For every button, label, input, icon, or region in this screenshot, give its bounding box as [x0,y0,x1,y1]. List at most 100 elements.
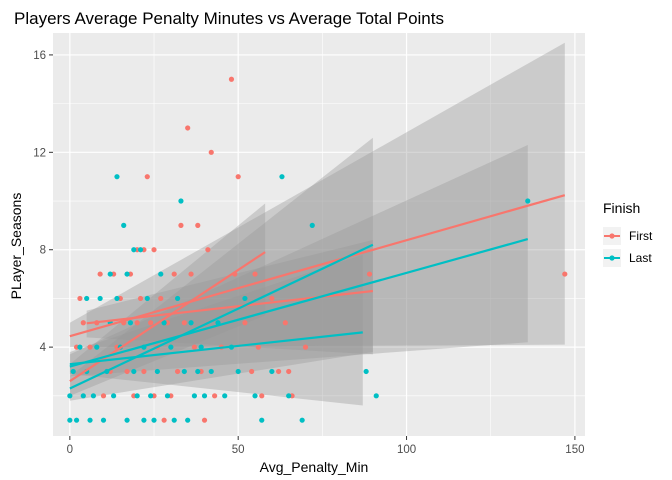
data-point-last [134,393,140,399]
legend-label-last: Last [629,251,652,265]
x-tick-label: 50 [232,444,245,456]
data-point-last [252,393,258,399]
data-point-last [191,393,198,399]
data-point-first [366,271,373,277]
data-point-first [302,344,309,350]
data-point-first [148,320,154,326]
data-point-last [90,393,97,399]
confidence-band-last [69,254,363,406]
x-tick-label: 100 [397,444,416,456]
data-point-last [107,271,113,277]
data-point-last [242,295,248,302]
legend-key-point [609,233,615,239]
data-point-last [201,393,208,399]
data-point-last [121,222,127,228]
data-point-last [94,344,100,350]
confidence-bands [69,42,565,406]
data-point-first [228,76,235,82]
data-point-last [269,368,275,375]
data-point-last [67,393,73,399]
data-point-last [87,417,93,423]
data-point-first [205,247,211,253]
chart-title: Players Average Penalty Minutes vs Avera… [14,9,444,28]
confidence-band-first [69,42,565,348]
data-point-last [84,295,90,302]
data-point-first [249,368,255,375]
data-point-last [174,295,181,302]
data-point-first [178,222,184,228]
data-point-first [158,295,164,302]
data-point-last [67,417,73,423]
trend-lines [69,194,566,390]
data-point-last [185,417,191,423]
data-point-first [174,368,181,375]
data-point-first [195,222,201,228]
data-point-last [208,368,214,375]
data-point-first [181,320,187,326]
data-point-last [181,368,187,375]
y-tick-label: 8 [40,245,46,257]
data-point-first [212,393,218,399]
y-axis-label: PLayer_Seasons [8,193,24,300]
data-point-first [97,271,103,277]
data-point-first [235,174,241,180]
plot-panel [53,33,585,436]
data-point-last [188,320,194,326]
data-point-last [127,320,134,326]
data-point-last [73,417,80,423]
data-point-last [222,393,228,399]
data-point-first [100,393,107,399]
data-point-last [148,393,154,399]
data-point-last [373,393,379,399]
data-point-first [161,417,167,423]
data-point-first [191,344,198,350]
legend-title: Finish [603,200,640,216]
trend-line-last [69,243,374,390]
data-point-last [195,368,201,375]
y-tick-label: 12 [33,147,46,159]
data-point-last [124,417,130,423]
data-point-last [131,368,137,375]
data-point-last [144,295,150,302]
data-point-last [235,368,241,375]
data-point-last [363,368,369,375]
data-point-first [208,149,214,155]
data-point-last [259,417,265,423]
data-point-first [137,295,144,302]
legend-key-point [609,255,615,261]
data-point-last [171,417,177,423]
data-point-last [77,344,83,350]
data-point-first [188,271,194,277]
data-point-first [242,320,248,326]
data-point-first [259,393,265,399]
data-point-first [144,174,150,180]
data-point-last [70,368,76,375]
data-point-first [185,125,191,131]
trend-line-last [69,238,529,368]
data-point-first [87,344,93,350]
x-axis-label: Avg_Penalty_Min [260,459,369,475]
data-point-last [198,344,204,350]
data-point-last [154,368,160,375]
data-point-last [137,247,144,253]
data-point-last [309,222,315,228]
confidence-band-last [69,137,373,401]
trend-line-first [69,194,566,338]
data-point-first [171,271,177,277]
x-axis: 0 50 100 150 [67,436,584,456]
data-point-last [114,295,120,302]
confidence-band-first [86,239,373,355]
data-point-last [299,417,305,423]
data-point-first [255,344,261,350]
legend-label-first: First [629,229,653,243]
data-point-first [282,320,288,326]
data-point-last [178,198,184,204]
data-point-last [80,393,86,399]
confidence-band-last [69,145,528,377]
data-point-first [252,271,258,277]
data-point-last [100,417,107,423]
data-point-last [141,417,147,423]
x-tick-label: 150 [565,444,584,456]
trend-line-last [69,331,363,366]
